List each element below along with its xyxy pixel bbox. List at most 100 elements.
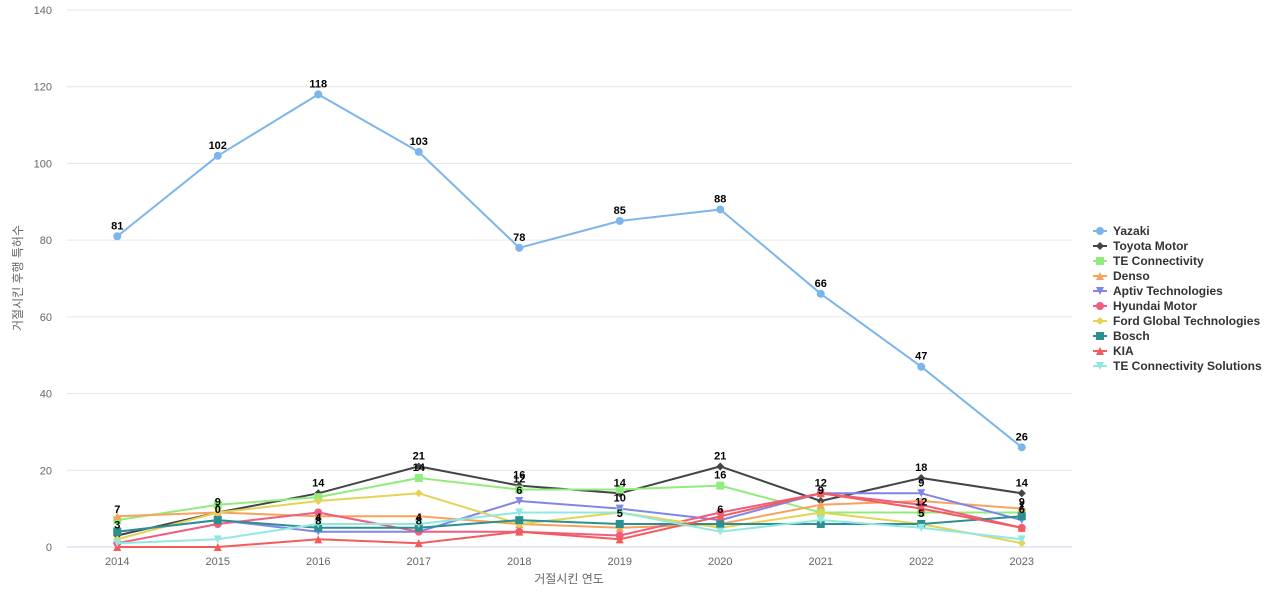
series-group bbox=[113, 90, 1026, 551]
legend-label: Denso bbox=[1113, 269, 1150, 283]
data-point bbox=[213, 535, 222, 544]
series-line bbox=[116, 511, 1023, 545]
data-label: 47 bbox=[915, 351, 927, 363]
legend-label: TE Connectivity Solutions bbox=[1113, 359, 1262, 373]
x-tick-label: 2023 bbox=[1010, 556, 1034, 568]
data-point bbox=[917, 473, 926, 482]
series-te-connectivity bbox=[113, 473, 1026, 525]
x-tick-label: 2021 bbox=[809, 556, 833, 568]
data-point bbox=[917, 523, 926, 532]
legend-item: TE Connectivity Solutions bbox=[1093, 359, 1262, 373]
data-point bbox=[515, 496, 524, 505]
data-point bbox=[716, 512, 725, 521]
data-label: 78 bbox=[513, 232, 525, 244]
legend-marker bbox=[1096, 332, 1104, 340]
data-label: 5 bbox=[617, 508, 623, 520]
y-tick-label: 60 bbox=[40, 312, 52, 324]
legend-item: Denso bbox=[1093, 269, 1150, 283]
x-tick-label: 2016 bbox=[306, 556, 330, 568]
series-line bbox=[116, 93, 1023, 449]
x-tick-label: 2018 bbox=[507, 556, 531, 568]
data-label: 81 bbox=[111, 220, 123, 232]
data-point bbox=[113, 512, 122, 521]
data-label: 14 bbox=[312, 477, 325, 489]
data-point bbox=[615, 519, 624, 528]
data-label: 9 bbox=[918, 477, 924, 489]
series-line bbox=[116, 492, 1023, 545]
legend-marker bbox=[1096, 257, 1104, 265]
legend-label: Yazaki bbox=[1113, 224, 1150, 238]
data-point bbox=[414, 462, 423, 471]
data-label: 26 bbox=[1016, 431, 1028, 443]
legend-item: Hyundai Motor bbox=[1093, 299, 1197, 313]
series-te-connectivity-solutions bbox=[113, 508, 1026, 548]
data-label: 9 bbox=[1019, 496, 1025, 508]
data-point bbox=[414, 473, 423, 482]
legend-marker bbox=[1096, 362, 1104, 370]
data-label: 88 bbox=[714, 193, 726, 205]
data-label: 12 bbox=[513, 473, 525, 485]
series-kia bbox=[113, 489, 1026, 551]
legend-item: Aptiv Technologies bbox=[1093, 284, 1223, 298]
legend-label: Toyota Motor bbox=[1113, 239, 1188, 253]
x-tick-label: 2015 bbox=[206, 556, 230, 568]
legend-label: Bosch bbox=[1113, 329, 1150, 343]
y-axis-ticks: 0 20 40 60 80 100 120 140 bbox=[34, 5, 52, 554]
data-label: 85 bbox=[614, 205, 626, 217]
data-point bbox=[314, 496, 323, 505]
y-tick-label: 80 bbox=[40, 235, 52, 247]
data-label: 103 bbox=[410, 136, 428, 148]
data-point bbox=[917, 489, 926, 498]
data-point bbox=[515, 516, 524, 525]
data-point bbox=[213, 151, 222, 160]
data-label: 9 bbox=[818, 485, 824, 497]
data-point bbox=[1017, 504, 1026, 513]
legend-marker bbox=[1096, 302, 1104, 310]
data-point bbox=[414, 539, 423, 548]
data-point bbox=[213, 508, 222, 517]
data-point bbox=[314, 90, 323, 99]
data-label: 9 bbox=[215, 496, 221, 508]
legend-label: Aptiv Technologies bbox=[1113, 284, 1223, 298]
x-tick-label: 2022 bbox=[909, 556, 933, 568]
data-label: 0 bbox=[215, 504, 221, 516]
data-point bbox=[515, 527, 524, 536]
data-point bbox=[314, 535, 323, 544]
data-point bbox=[1017, 523, 1026, 532]
data-point bbox=[1017, 535, 1026, 544]
legend-marker bbox=[1096, 347, 1104, 355]
data-point bbox=[314, 519, 323, 528]
x-tick-label: 2019 bbox=[608, 556, 632, 568]
data-label: 7 bbox=[114, 504, 120, 516]
data-label: 16 bbox=[714, 470, 726, 482]
data-point bbox=[213, 516, 222, 525]
data-label: 5 bbox=[918, 508, 924, 520]
y-tick-label: 20 bbox=[40, 465, 52, 477]
data-point bbox=[816, 500, 825, 509]
data-label: 4 bbox=[416, 512, 423, 524]
data-label: 16 bbox=[513, 470, 525, 482]
data-label: 102 bbox=[209, 140, 227, 152]
series-yazaki bbox=[113, 90, 1026, 452]
legend-item: Bosch bbox=[1093, 329, 1150, 343]
x-axis-title: 거절시킨 연도 bbox=[534, 572, 604, 586]
legend-label: KIA bbox=[1113, 344, 1134, 358]
series-line bbox=[116, 492, 1023, 545]
data-label: 14 bbox=[413, 462, 426, 474]
data-label: 8 bbox=[315, 516, 321, 528]
data-label: 8 bbox=[416, 516, 422, 528]
data-point bbox=[1017, 443, 1026, 452]
legend-label: TE Connectivity bbox=[1113, 254, 1204, 268]
legend-marker bbox=[1096, 272, 1104, 280]
data-point bbox=[917, 504, 926, 513]
data-point bbox=[314, 508, 323, 517]
legend-item: Yazaki bbox=[1093, 224, 1150, 238]
data-label: 118 bbox=[309, 78, 327, 90]
y-tick-label: 120 bbox=[34, 82, 52, 94]
series-ford-global-technologies bbox=[113, 489, 1026, 548]
legend-label: Hyundai Motor bbox=[1113, 299, 1197, 313]
data-point bbox=[414, 519, 423, 528]
data-point bbox=[213, 500, 222, 509]
data-label: 6 bbox=[516, 485, 522, 497]
